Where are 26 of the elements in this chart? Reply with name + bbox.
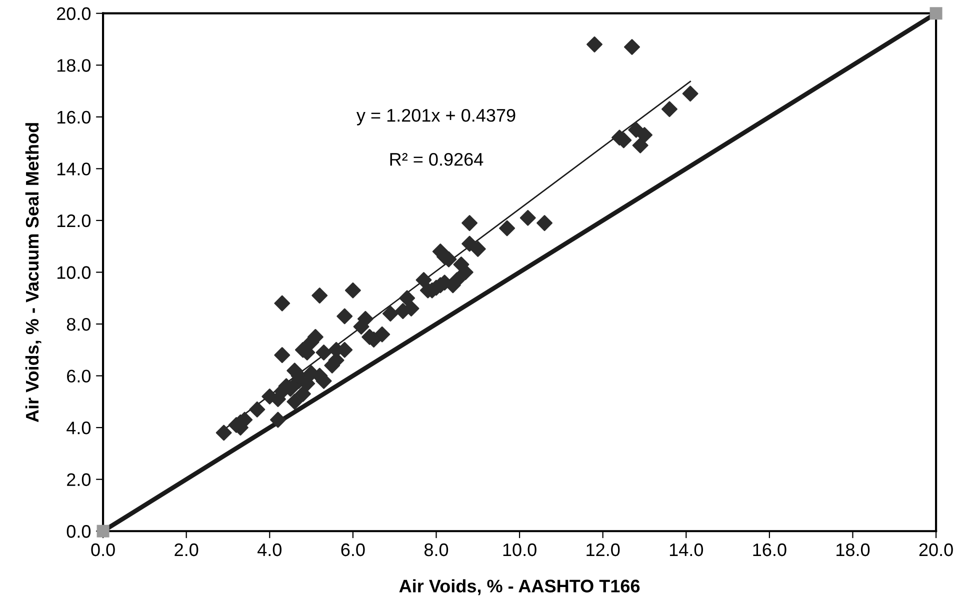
y-tick-label: 16.0 [57, 110, 91, 124]
x-tick-label: 2.0 [174, 543, 198, 556]
annotation: y = 1.201x + 0.4379 [356, 108, 516, 126]
x-tick-label: 16.0 [753, 543, 786, 556]
y-tick-label: 0.0 [66, 525, 91, 538]
y-tick-label: 14.0 [57, 162, 91, 176]
x-tick-label: 4.0 [258, 543, 282, 556]
y-tick-label: 18.0 [57, 59, 91, 72]
x-tick-label: 18.0 [836, 543, 870, 556]
x-tick-label: 6.0 [341, 543, 365, 556]
annotation: R² = 0.9264 [390, 152, 484, 166]
y-tick-label: 8.0 [66, 318, 91, 331]
y-tick-label: 4.0 [66, 422, 91, 434]
y-tick-label: 20.0 [57, 7, 91, 20]
y-tick-label: 10.0 [57, 266, 91, 279]
y-tick-label: 2.0 [67, 473, 91, 486]
y-axis-title: Air Voids, % - Vacuum Seal Method [25, 123, 42, 422]
x-axis-title: Air Voids, % - AASHTO T166 [399, 579, 640, 596]
y-tick-label: 6.0 [67, 370, 91, 383]
x-tick-label: 20.0 [919, 543, 953, 556]
y-tick-label: 12.0 [57, 214, 91, 228]
x-tick-label: 12.0 [586, 543, 620, 556]
x-tick-label: 8.0 [424, 543, 448, 556]
x-tick-label: 14.0 [670, 543, 704, 556]
x-tick-label: 10.0 [503, 543, 536, 556]
x-tick-label: 0.0 [91, 543, 115, 556]
